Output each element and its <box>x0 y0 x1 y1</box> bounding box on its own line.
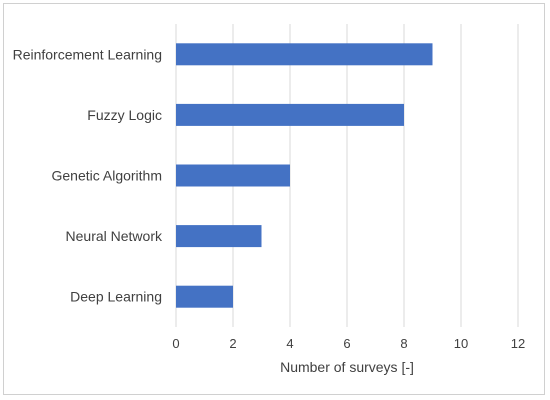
gridlines <box>175 24 519 327</box>
x-tick-label: 4 <box>286 336 293 351</box>
bars <box>176 43 433 308</box>
x-axis-title: Number of surveys [-] <box>280 359 414 375</box>
bar <box>176 285 233 308</box>
bar <box>176 103 404 126</box>
category-label: Neural Network <box>66 228 163 244</box>
chart-frame <box>3 3 545 395</box>
category-label: Deep Learning <box>70 289 162 305</box>
x-tick-label: 10 <box>454 336 468 351</box>
category-label: Genetic Algorithm <box>52 168 163 184</box>
bar <box>176 225 262 248</box>
bar <box>176 164 290 187</box>
x-tick-label: 8 <box>400 336 407 351</box>
bar <box>176 43 433 66</box>
category-labels: Reinforcement Learning Fuzzy Logic Genetic… <box>13 46 163 304</box>
x-tick-label: 0 <box>172 336 179 351</box>
x-tick-label: 12 <box>511 336 525 351</box>
x-tick-label: 6 <box>343 336 350 351</box>
x-tick-labels: 0 2 4 6 8 10 12 <box>172 336 525 351</box>
x-tick-label: 2 <box>229 336 236 351</box>
category-label: Fuzzy Logic <box>87 107 162 123</box>
category-label: Reinforcement Learning <box>13 46 162 62</box>
